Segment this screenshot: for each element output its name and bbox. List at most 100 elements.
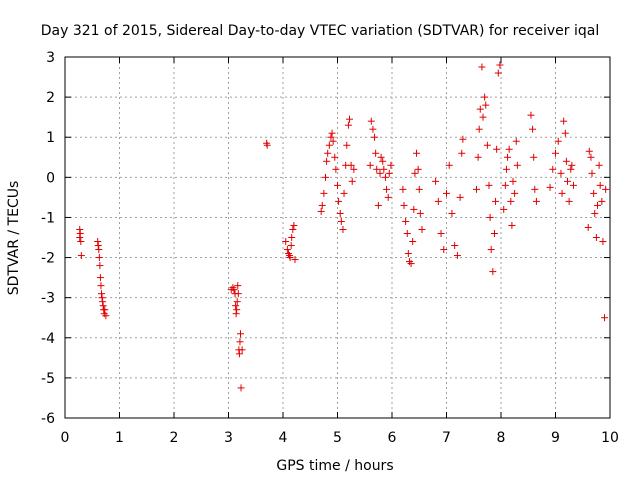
data-point xyxy=(592,234,600,241)
data-point xyxy=(329,137,337,145)
data-point xyxy=(563,177,571,185)
data-point xyxy=(445,161,453,169)
data-point xyxy=(585,147,593,155)
y-tick-label: 2 xyxy=(46,90,55,106)
data-point xyxy=(236,330,244,338)
data-point xyxy=(561,129,569,137)
y-axis-label: SDTVAR / TECUs xyxy=(6,181,22,296)
y-tick-label: 0 xyxy=(46,170,55,186)
data-point xyxy=(331,153,339,161)
y-tick-label: 3 xyxy=(46,50,55,66)
data-point xyxy=(414,165,422,173)
data-point xyxy=(593,201,601,209)
data-point xyxy=(567,165,575,173)
data-point xyxy=(502,165,510,173)
data-point xyxy=(453,252,461,260)
data-point xyxy=(324,149,332,157)
chart-title: Day 321 of 2015, Sidereal Day-to-day VTE… xyxy=(41,23,599,39)
data-point xyxy=(233,306,241,314)
data-point xyxy=(76,229,84,237)
data-point xyxy=(493,145,501,153)
data-point xyxy=(236,338,244,346)
data-point xyxy=(496,61,504,69)
data-point xyxy=(77,252,85,260)
data-point xyxy=(101,306,109,314)
data-point xyxy=(507,197,515,205)
data-point xyxy=(513,161,521,169)
data-point xyxy=(505,145,513,153)
data-point xyxy=(599,238,607,246)
data-point xyxy=(232,310,240,318)
x-tick-label: 9 xyxy=(551,430,560,446)
data-point xyxy=(95,254,103,262)
data-point xyxy=(76,234,84,241)
data-point xyxy=(562,157,570,165)
data-point xyxy=(339,225,347,233)
data-point xyxy=(598,197,606,205)
data-point xyxy=(323,157,331,165)
data-point xyxy=(377,153,385,161)
data-point xyxy=(415,185,423,193)
data-point xyxy=(437,229,445,237)
data-point xyxy=(590,189,598,197)
data-point xyxy=(347,161,355,169)
data-point xyxy=(509,177,517,185)
data-point xyxy=(508,221,516,229)
data-point xyxy=(591,209,599,217)
data-point xyxy=(289,225,297,233)
data-point xyxy=(487,246,495,254)
data-point xyxy=(286,254,294,262)
data-point xyxy=(318,201,326,209)
data-point xyxy=(332,165,340,173)
data-point xyxy=(317,207,325,215)
data-point xyxy=(529,125,537,133)
data-point xyxy=(557,169,565,177)
data-point xyxy=(384,193,392,201)
data-point xyxy=(99,298,107,306)
data-point xyxy=(458,149,466,157)
data-point xyxy=(94,242,102,250)
data-point xyxy=(379,157,387,165)
data-point xyxy=(546,183,554,191)
data-point xyxy=(588,169,596,177)
x-tick-label: 6 xyxy=(388,430,397,446)
data-point xyxy=(483,141,491,149)
data-point xyxy=(549,165,557,173)
data-point xyxy=(432,177,440,185)
y-tick-label: -1 xyxy=(41,210,55,226)
y-tick-label: -3 xyxy=(41,291,55,307)
data-point xyxy=(490,229,498,237)
data-point xyxy=(530,153,538,161)
data-point xyxy=(98,294,106,302)
data-point xyxy=(335,197,343,205)
data-point xyxy=(587,153,595,161)
data-point xyxy=(385,169,393,177)
data-point xyxy=(98,290,106,298)
data-point xyxy=(492,197,500,205)
data-point xyxy=(237,384,245,392)
x-tick-label: 1 xyxy=(115,430,124,446)
data-point xyxy=(472,185,480,193)
data-point xyxy=(558,189,566,197)
axis-ticks xyxy=(64,56,611,419)
data-point xyxy=(596,181,604,189)
data-point xyxy=(595,161,603,169)
data-point xyxy=(531,185,539,193)
data-point xyxy=(76,225,84,233)
data-point xyxy=(77,238,85,246)
data-point xyxy=(569,181,577,189)
data-point xyxy=(380,165,388,173)
data-point xyxy=(336,209,344,217)
data-point xyxy=(440,246,448,254)
grid xyxy=(65,57,610,418)
data-point xyxy=(602,185,610,193)
data-point xyxy=(481,93,489,101)
data-point xyxy=(287,242,295,250)
data-point xyxy=(511,189,519,197)
data-point xyxy=(399,185,407,193)
data-point xyxy=(94,238,102,246)
data-point xyxy=(527,111,535,119)
data-point xyxy=(366,161,374,169)
data-points xyxy=(76,61,610,392)
